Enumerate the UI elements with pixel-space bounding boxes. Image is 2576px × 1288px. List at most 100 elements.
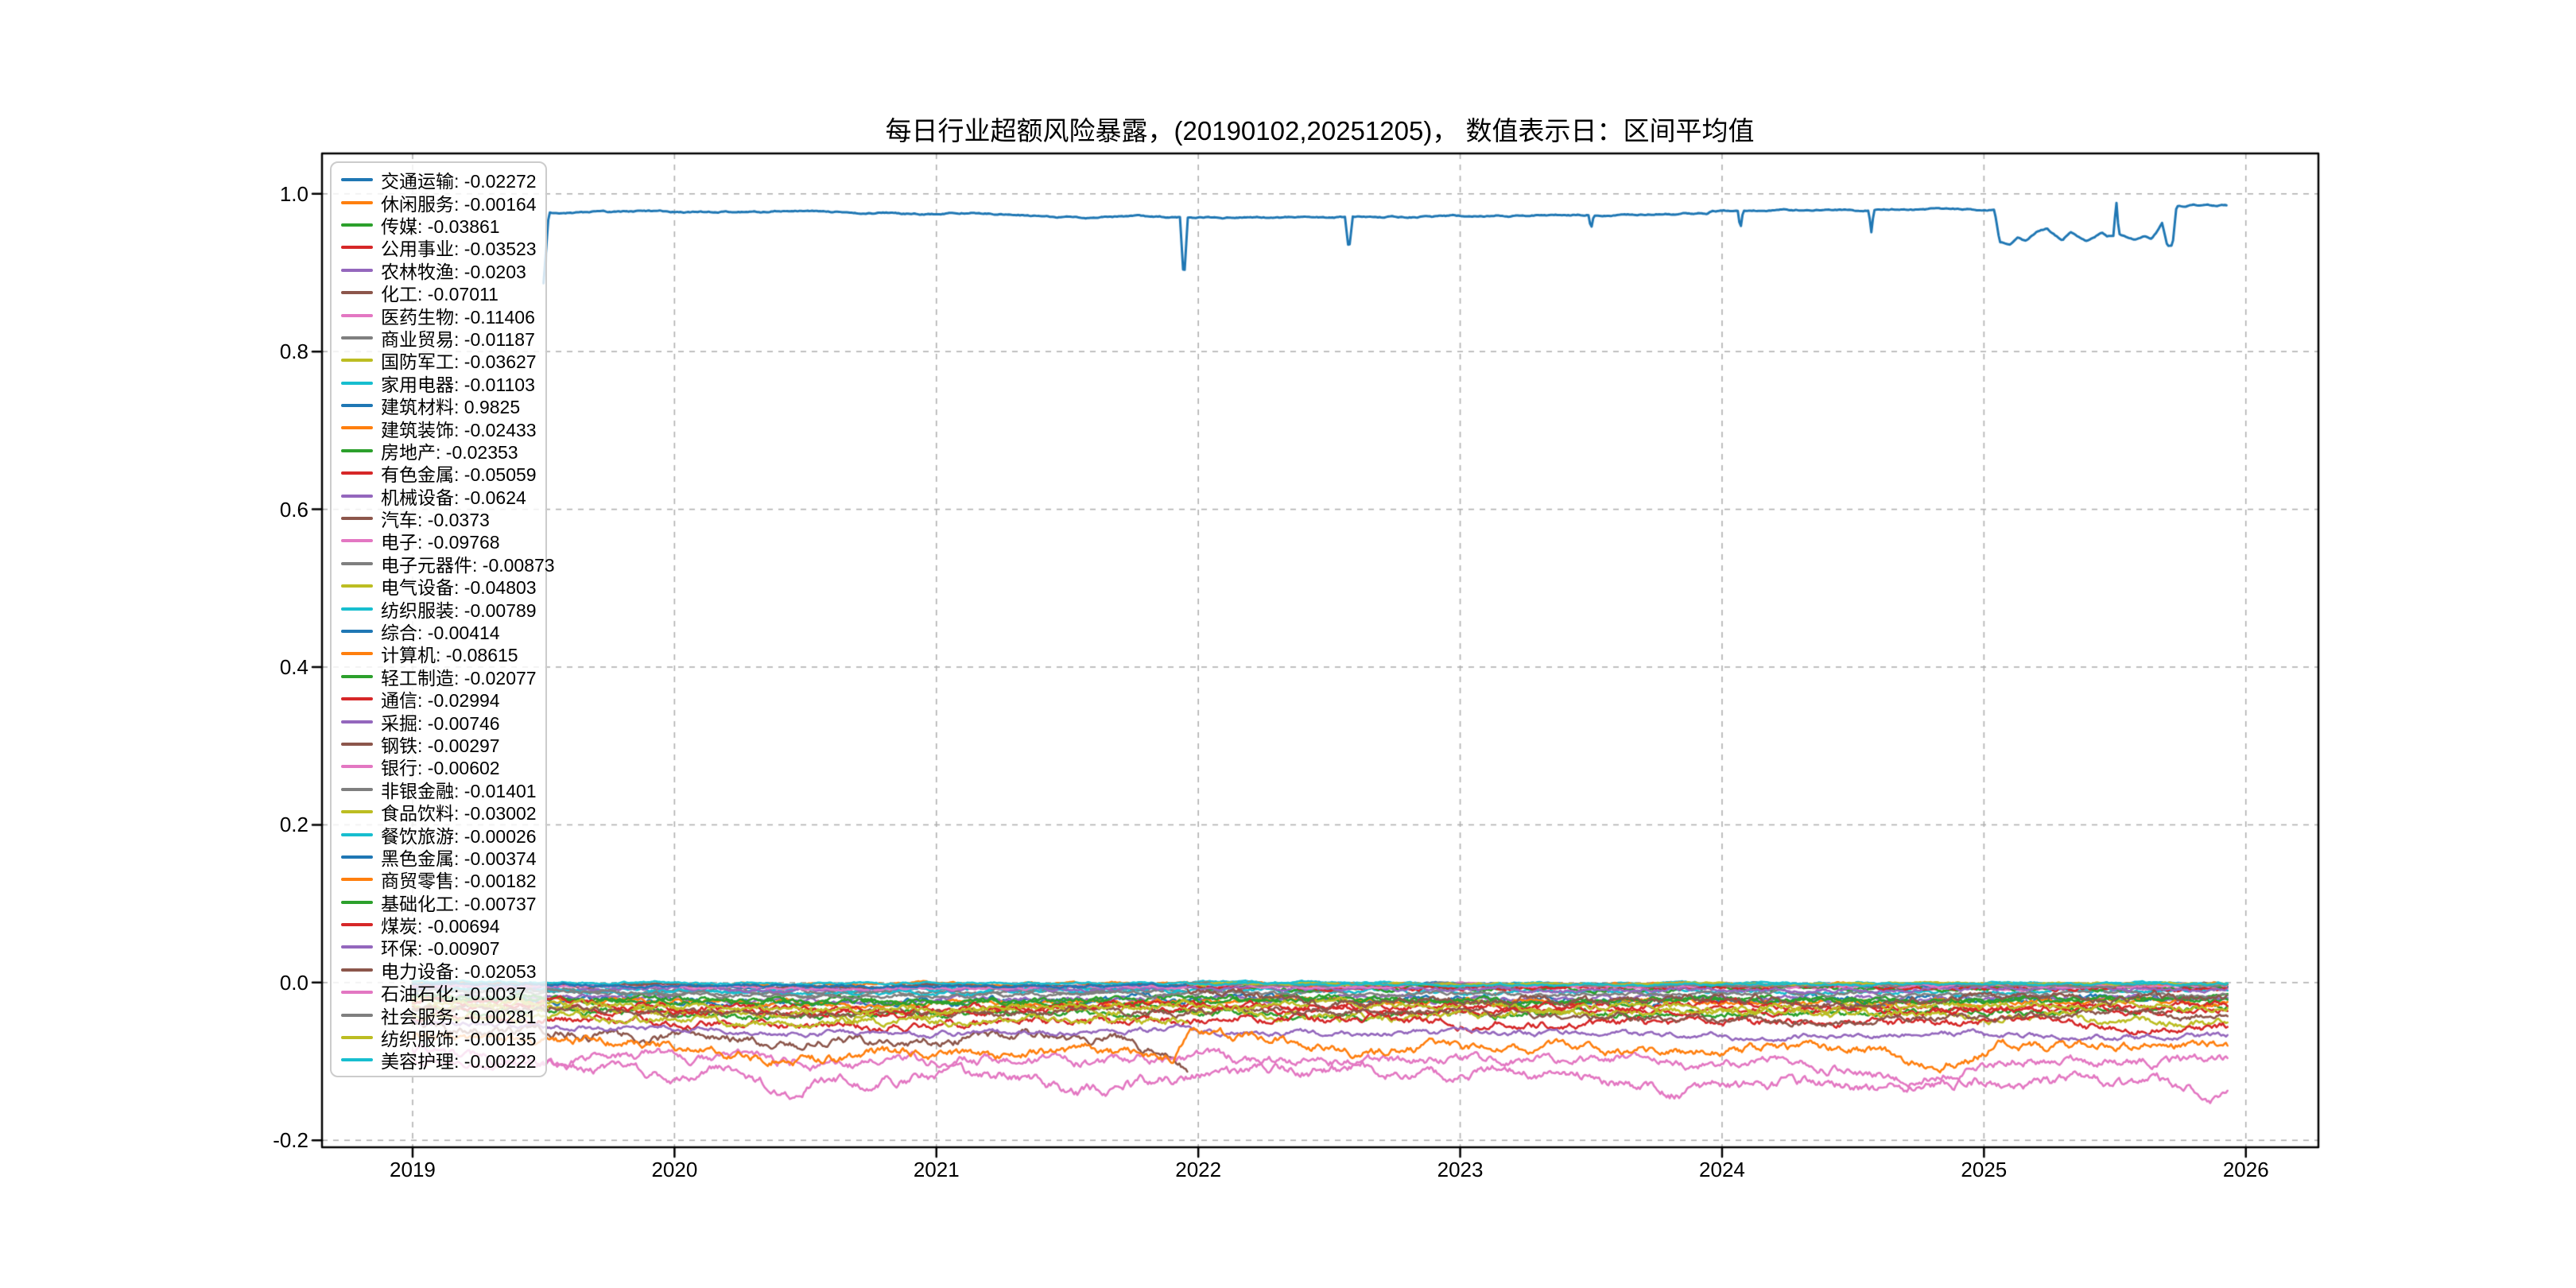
legend-row: 钢铁: -0.00297 — [341, 733, 545, 756]
legend-label: 社会服务: -0.00281 — [381, 1006, 537, 1027]
legend-label: 计算机: -0.08615 — [381, 645, 518, 666]
legend-line-swatch — [341, 471, 373, 475]
legend-line-swatch — [341, 359, 373, 363]
legend-label: 商业贸易: -0.01187 — [381, 328, 535, 350]
legend-row: 电气设备: -0.04803 — [341, 575, 545, 598]
legend-line-swatch — [341, 223, 373, 227]
legend-line-swatch — [341, 448, 373, 452]
legend-line-swatch — [341, 539, 373, 543]
x-tick-label: 2026 — [2222, 1158, 2269, 1181]
legend-row: 建筑装饰: -0.02433 — [341, 417, 545, 440]
legend-row: 机械设备: -0.0624 — [341, 484, 545, 508]
x-tick-label: 2020 — [651, 1158, 698, 1181]
legend-label: 医药生物: -0.11406 — [381, 306, 535, 328]
legend-line-swatch — [341, 765, 373, 769]
legend-line-swatch — [341, 630, 373, 633]
legend-label: 纺织服装: -0.00789 — [381, 599, 537, 621]
legend-row: 综合: -0.00414 — [341, 620, 545, 644]
legend-label: 煤炭: -0.00694 — [381, 916, 500, 937]
legend-line-swatch — [341, 1013, 373, 1017]
x-tick-label: 2023 — [1437, 1158, 1484, 1181]
legend-row: 通信: -0.02994 — [341, 688, 545, 712]
legend-line-swatch — [341, 855, 373, 859]
y-tick-label: 1.0 — [279, 181, 308, 206]
legend-line-swatch — [341, 674, 373, 678]
legend-line-swatch — [341, 426, 373, 430]
legend-row: 国防军工: -0.03627 — [341, 349, 545, 373]
legend-line-swatch — [341, 991, 373, 995]
legend-row: 有色金属: -0.05059 — [341, 462, 545, 486]
legend-line-swatch — [341, 336, 373, 339]
legend-label: 农林牧渔: -0.0203 — [381, 261, 526, 282]
legend-line-swatch — [341, 832, 373, 836]
x-tick-label: 2021 — [913, 1158, 960, 1181]
legend-label: 食品饮料: -0.03002 — [381, 803, 537, 824]
legend-line-swatch — [341, 697, 373, 701]
legend-line-swatch — [341, 1036, 373, 1040]
legend-label: 交通运输: -0.02272 — [381, 171, 537, 192]
legend-label: 化工: -0.07011 — [381, 284, 499, 305]
legend-row: 电力设备: -0.02053 — [341, 959, 545, 982]
legend-line-swatch — [341, 652, 373, 656]
legend-label: 银行: -0.00602 — [381, 758, 500, 779]
legend-line-swatch — [341, 787, 373, 791]
legend-line-swatch — [341, 878, 373, 882]
legend-label: 轻工制造: -0.02077 — [381, 667, 537, 689]
y-tick-label: 0.2 — [279, 813, 308, 837]
legend-row: 银行: -0.00602 — [341, 755, 545, 778]
legend-row: 采掘: -0.00746 — [341, 710, 545, 734]
legend-label: 钢铁: -0.00297 — [381, 735, 500, 756]
y-tick-label: 0.6 — [279, 497, 308, 522]
legend-row: 电子元器件: -0.00873 — [341, 553, 555, 576]
legend-label: 建筑材料: 0.9825 — [381, 397, 521, 418]
legend-line-swatch — [341, 561, 373, 565]
legend-row: 餐饮旅游: -0.00026 — [341, 823, 545, 847]
legend-label: 电子: -0.09768 — [381, 532, 500, 553]
legend-label: 国防军工: -0.03627 — [381, 351, 537, 373]
legend-label: 电子元器件: -0.00873 — [381, 554, 555, 576]
y-tick-label: -0.2 — [273, 1128, 308, 1153]
legend-row: 房地产: -0.02353 — [341, 440, 545, 463]
legend-line-swatch — [341, 742, 373, 746]
legend-row: 美容护理: -0.00222 — [341, 1049, 545, 1073]
legend-label: 黑色金属: -0.00374 — [381, 848, 537, 869]
legend-row: 建筑材料: 0.9825 — [341, 394, 545, 417]
legend-line-swatch — [341, 381, 373, 385]
legend-label: 纺织服饰: -0.00135 — [381, 1029, 537, 1050]
legend-label: 公用事业: -0.03523 — [381, 239, 537, 260]
legend-row: 轻工制造: -0.02077 — [341, 665, 545, 689]
legend: 交通运输: -0.02272 休闲服务: -0.00164 传媒: -0.03861… — [330, 161, 555, 1077]
legend-line-swatch — [341, 517, 373, 521]
legend-label: 建筑装饰: -0.02433 — [381, 419, 537, 440]
legend-row: 环保: -0.00907 — [341, 936, 545, 959]
legend-line-swatch — [341, 607, 373, 611]
legend-label: 有色金属: -0.05059 — [381, 464, 537, 486]
legend-label: 家用电器: -0.01103 — [381, 374, 535, 395]
legend-line-swatch — [341, 313, 373, 317]
chart-title: 每日行业超额风险暴露，(20190102,20251205)， 数值表示日：区间… — [885, 116, 1755, 145]
legend-line-swatch — [341, 923, 373, 927]
legend-row: 非银金融: -0.01401 — [341, 778, 545, 801]
legend-line-swatch — [341, 1058, 373, 1062]
legend-label: 美容护理: -0.00222 — [381, 1051, 537, 1073]
legend-row: 商贸零售: -0.00182 — [341, 868, 545, 891]
legend-row: 商业贸易: -0.01187 — [341, 327, 545, 350]
legend-label: 非银金融: -0.01401 — [381, 780, 537, 801]
legend-line-swatch — [341, 246, 373, 250]
legend-row: 农林牧渔: -0.0203 — [341, 259, 545, 282]
legend-line-swatch — [341, 494, 373, 498]
legend-label: 石油石化: -0.0037 — [381, 983, 526, 1005]
legend-label: 基础化工: -0.00737 — [381, 893, 537, 914]
legend-label: 综合: -0.00414 — [381, 623, 500, 644]
legend-row: 煤炭: -0.00694 — [341, 914, 545, 937]
legend-label: 通信: -0.02994 — [381, 690, 500, 712]
legend-line-swatch — [341, 200, 373, 204]
legend-label: 机械设备: -0.0624 — [381, 487, 526, 508]
y-tick-label: 0.0 — [279, 970, 308, 995]
legend-row: 医药生物: -0.11406 — [341, 304, 545, 328]
legend-label: 电力设备: -0.02053 — [381, 960, 537, 982]
y-tick-label: 0.4 — [279, 655, 308, 680]
y-tick-label: 0.8 — [279, 339, 308, 364]
legend-row: 社会服务: -0.00281 — [341, 1003, 545, 1027]
